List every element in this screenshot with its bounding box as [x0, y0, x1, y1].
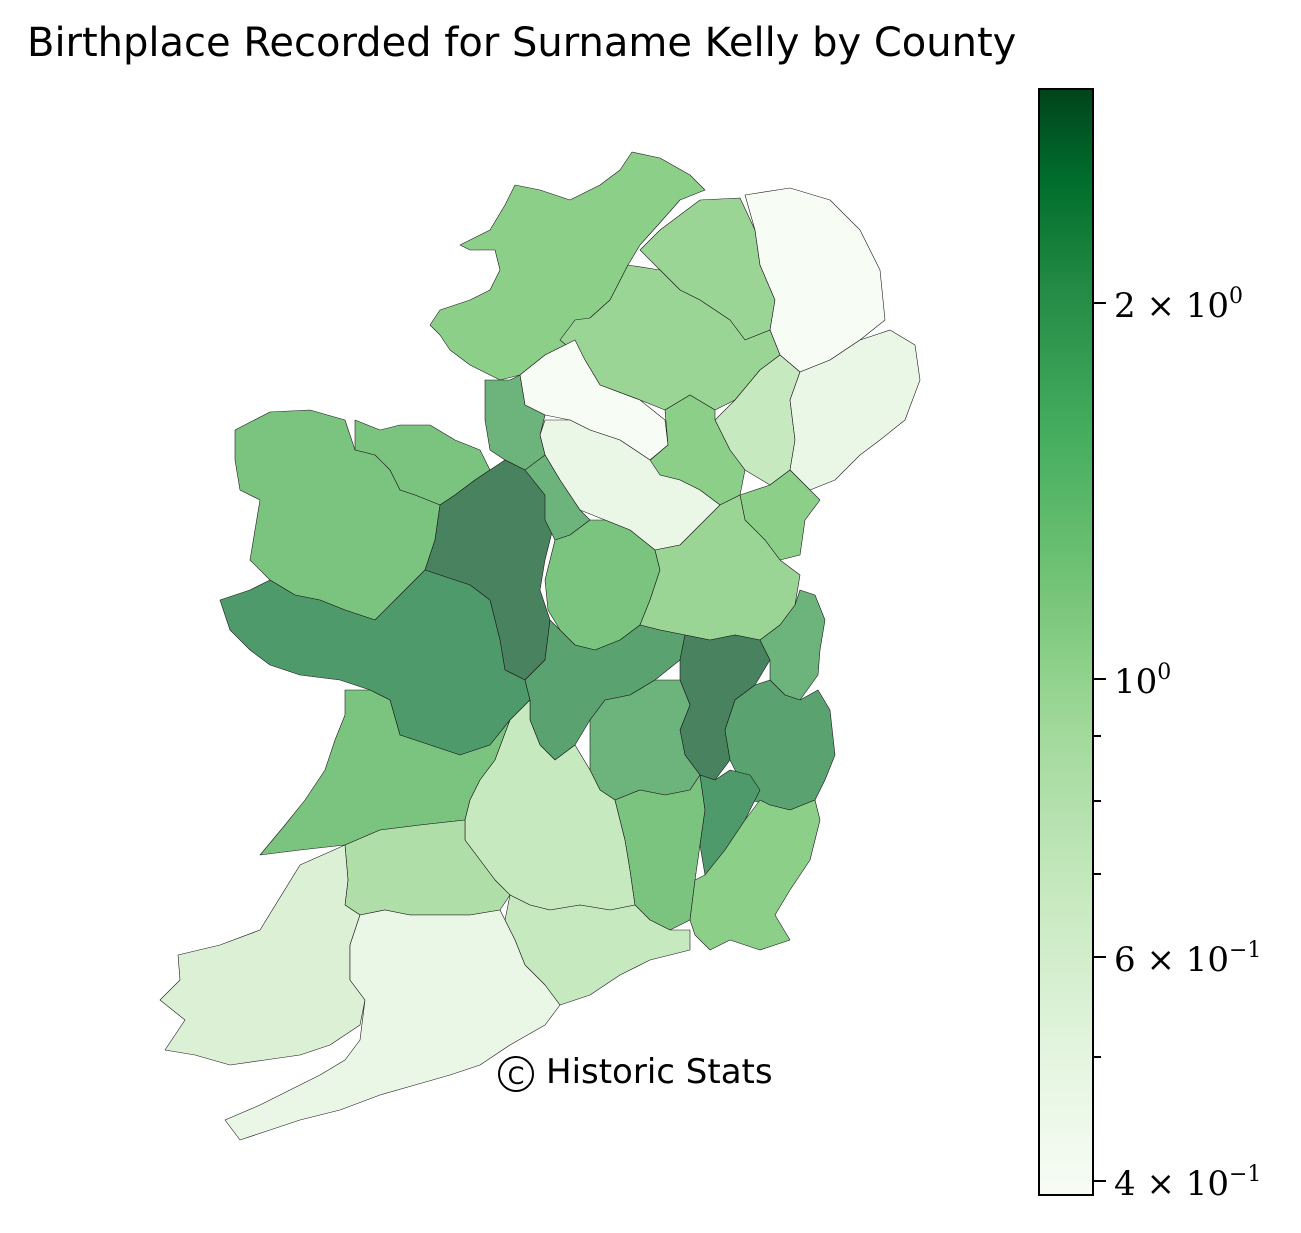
region-dublin[interactable] — [759, 589, 826, 701]
colorbar — [1038, 88, 1094, 1196]
region-cork[interactable] — [224, 909, 561, 1141]
colorbar-tick-minor — [1094, 1056, 1101, 1058]
colorbar-tick-minor — [1094, 800, 1101, 802]
credit-text: Historic Stats — [546, 1052, 773, 1092]
region-kerry[interactable] — [159, 844, 366, 1066]
colorbar-tick-major — [1094, 302, 1106, 304]
colorbar-tick-major — [1094, 956, 1106, 958]
colorbar-tick-major — [1094, 678, 1106, 680]
colorbar-tick-minor — [1094, 735, 1101, 737]
colorbar-tick-label: 6 × 10−1 — [1114, 938, 1262, 980]
copyright-icon: C — [498, 1055, 534, 1092]
copyright-credit: C Historic Stats — [498, 1052, 773, 1092]
colorbar-tick-label: 100 — [1114, 660, 1172, 702]
colorbar-tick-label: 4 × 10−1 — [1114, 1162, 1262, 1204]
region-wexford[interactable] — [689, 799, 821, 951]
colorbar-tick-label: 2 × 100 — [1114, 284, 1243, 326]
colorbar-tick-major — [1094, 1180, 1106, 1182]
region-down[interactable] — [789, 329, 921, 491]
colorbar-tick-minor — [1094, 873, 1101, 875]
map-title: Birthplace Recorded for Surname Kelly by… — [27, 20, 1017, 66]
region-donegal[interactable] — [429, 151, 706, 381]
